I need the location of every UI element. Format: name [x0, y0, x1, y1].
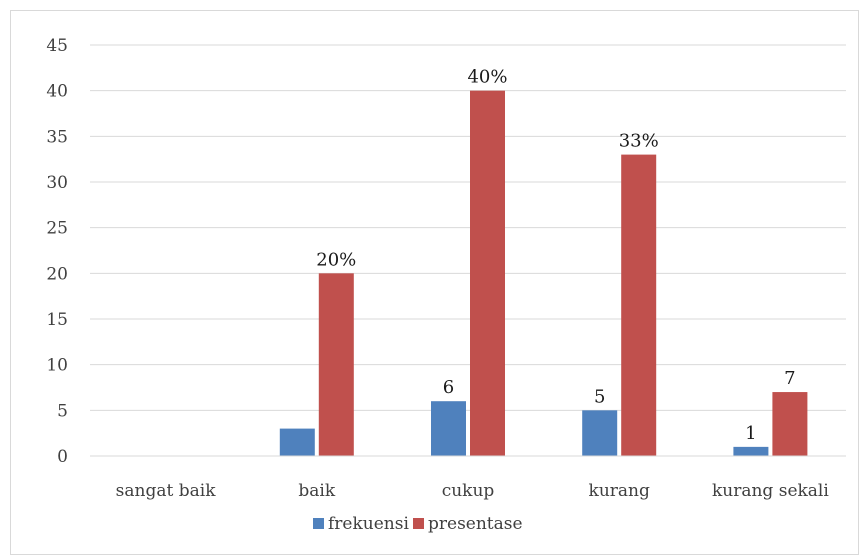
legend-label: presentase [428, 514, 523, 534]
bars [279, 90, 808, 457]
y-tick-label: 0 [57, 447, 68, 467]
y-tick-label: 25 [46, 219, 68, 239]
x-category-label: kurang [589, 481, 650, 501]
bar-presentase-4 [772, 392, 808, 456]
chart-frame [10, 10, 859, 555]
x-category-label: kurang sekali [712, 481, 829, 501]
legend-swatch-presentase [413, 518, 424, 529]
data-label: 40% [467, 67, 507, 88]
legend-swatch-frekuensi [313, 518, 324, 529]
x-category-label: sangat baik [116, 481, 217, 501]
x-category-label: baik [298, 481, 335, 501]
x-axis-category-labels: sangat baik baik cukup kurang kurang sekali [116, 481, 830, 501]
data-label: 20% [316, 249, 356, 270]
y-tick-label: 30 [46, 173, 68, 193]
bar-presentase-2 [470, 90, 505, 457]
gridlines [90, 44, 846, 411]
bar-frekuensi-4 [733, 446, 769, 456]
bar-presentase-3 [621, 154, 657, 456]
y-tick-label: 5 [57, 401, 68, 421]
bar-frekuensi-1 [279, 428, 315, 456]
bar-frekuensi-2 [431, 401, 466, 456]
legend-label: frekuensi [328, 514, 409, 534]
data-label: 1 [745, 423, 756, 444]
bar-presentase-1 [318, 273, 354, 456]
y-tick-label: 20 [46, 264, 68, 284]
data-labels: 20% 6 40% 5 33% 1 7 [316, 67, 795, 444]
y-tick-label: 15 [46, 310, 68, 330]
y-tick-label: 45 [46, 36, 68, 56]
y-axis-tick-labels: 0 5 10 15 20 25 30 35 40 45 [46, 36, 68, 467]
y-tick-label: 10 [46, 356, 68, 376]
data-label: 7 [784, 368, 795, 389]
data-label: 33% [619, 131, 659, 152]
y-tick-label: 35 [46, 127, 68, 147]
legend: frekuensi presentase [313, 514, 523, 534]
bar-frekuensi-3 [582, 410, 618, 456]
x-category-label: cukup [442, 481, 495, 501]
data-label: 6 [443, 377, 454, 398]
data-label: 5 [594, 386, 605, 407]
y-tick-label: 40 [46, 82, 68, 102]
